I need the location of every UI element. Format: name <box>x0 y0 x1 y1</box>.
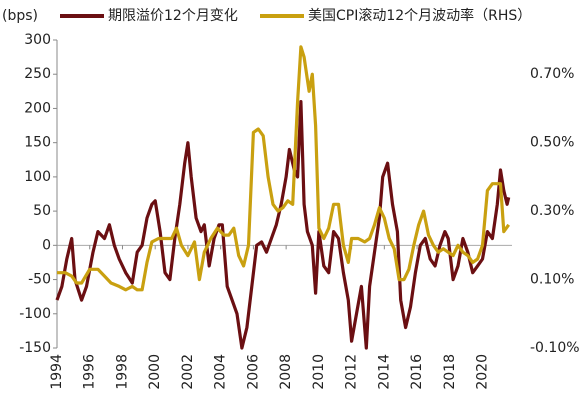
y-tick-label: 300 <box>24 32 51 48</box>
x-tick-label: 1996 <box>82 354 98 390</box>
y-tick-label: -50 <box>28 272 51 288</box>
series-line <box>57 45 510 292</box>
y-axis-label: (bps) <box>2 8 38 24</box>
y-tick-label: 200 <box>24 100 51 116</box>
y2-tick-label: 0.30% <box>530 203 574 219</box>
y-tick-label: 250 <box>24 66 51 82</box>
y2-tick-label: 0.50% <box>530 135 574 151</box>
y2-tick-label: 0.10% <box>530 272 574 288</box>
x-tick-label: 2004 <box>213 354 229 390</box>
x-tick-label: 2018 <box>442 354 458 390</box>
y-tick-label: 0 <box>42 237 51 253</box>
y-tick-label: 150 <box>24 135 51 151</box>
x-tick-label: 2008 <box>278 354 294 390</box>
x-tick-label: 2006 <box>245 354 261 390</box>
x-tick-label: 2020 <box>475 354 491 390</box>
y-tick-label: 50 <box>33 203 51 219</box>
y-tick-label: -150 <box>19 340 51 356</box>
y-tick-label: -100 <box>19 306 51 322</box>
y2-tick-label: -0.10% <box>530 340 580 356</box>
x-tick-label: 1994 <box>49 354 65 390</box>
x-tick-label: 2016 <box>409 354 425 390</box>
x-tick-label: 2014 <box>376 354 392 390</box>
y-tick-label: 100 <box>24 169 51 185</box>
x-tick-label: 2000 <box>147 354 163 390</box>
y2-tick-label: 0.70% <box>530 66 574 82</box>
series-line <box>55 100 511 350</box>
x-tick-label: 1998 <box>114 354 130 390</box>
legend-label: 期限溢价12个月变化 <box>108 8 238 24</box>
x-tick-label: 2002 <box>180 354 196 390</box>
legend-label: 美国CPI滚动12个月波动率（RHS） <box>308 7 531 24</box>
x-tick-label: 2012 <box>344 354 360 390</box>
x-tick-label: 2010 <box>311 354 327 390</box>
